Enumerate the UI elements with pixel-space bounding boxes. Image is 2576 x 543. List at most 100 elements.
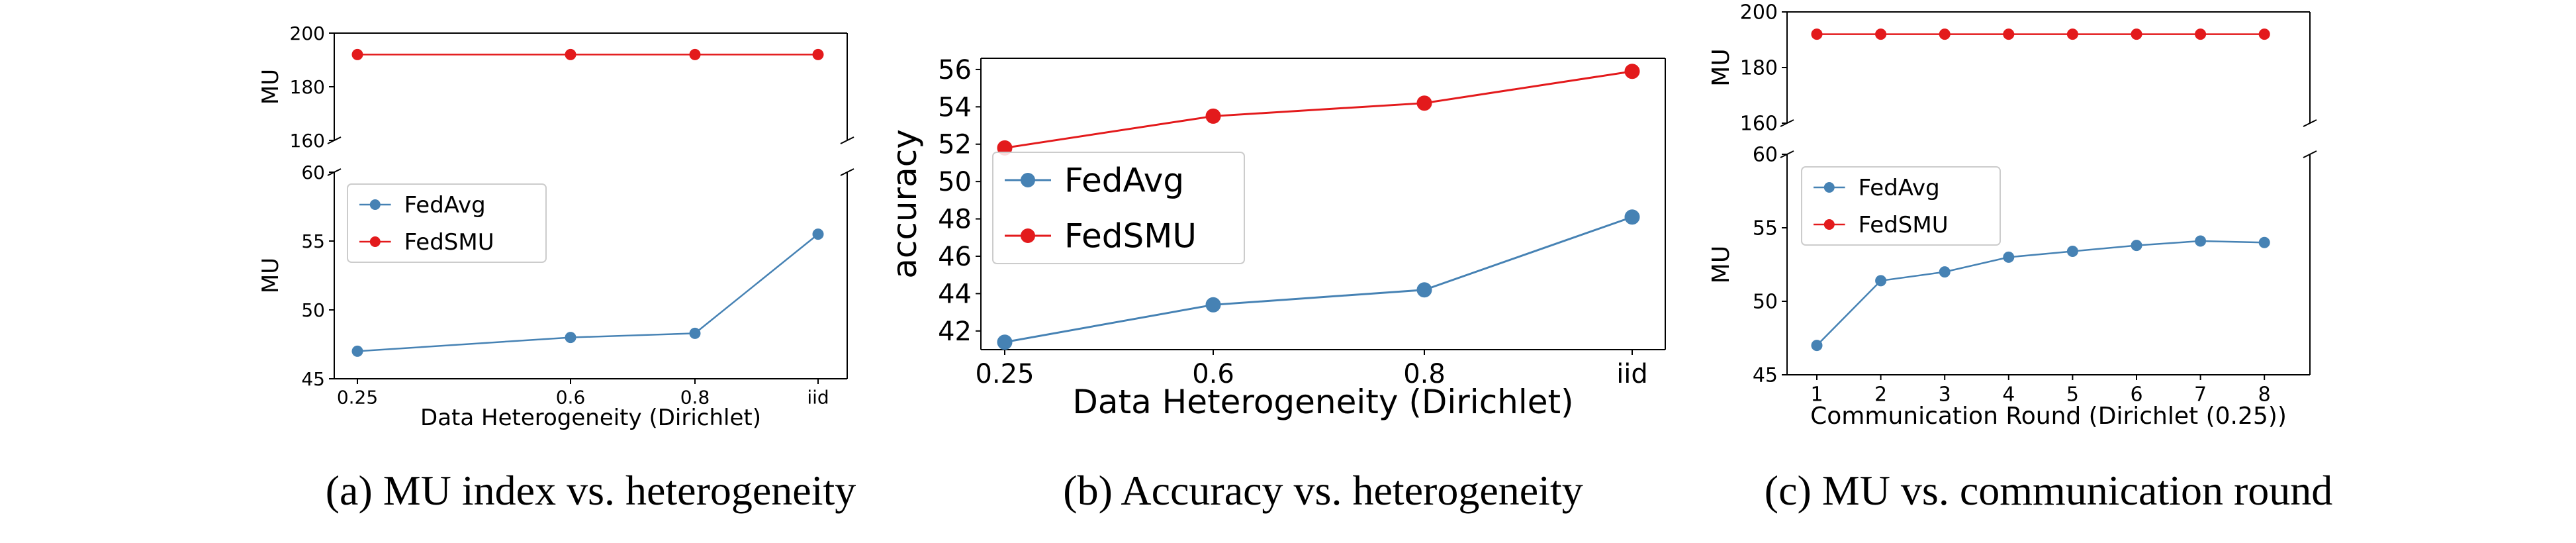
- axis-break-mark: [2303, 150, 2317, 158]
- legend-marker-fedavg: [1021, 173, 1035, 187]
- xtick-label: 6: [2130, 383, 2142, 407]
- xtick-label: 2: [1874, 383, 1887, 407]
- series-fedavg-line: [357, 233, 819, 352]
- series-fedavg-line: [1816, 240, 2265, 346]
- bottom-ytick-label: 55: [301, 230, 325, 252]
- series-fedavg-point: [2066, 246, 2078, 258]
- legend-label-fedavg: FedAvg: [1064, 162, 1184, 200]
- y-ytick-label: 50: [938, 167, 972, 197]
- series-fedsmu-point: [1875, 28, 1887, 40]
- y-axis-label: accuracy: [886, 129, 924, 279]
- legend-box: [992, 152, 1245, 264]
- axis-break-mark: [840, 168, 854, 176]
- series-fedsmu-point: [2066, 28, 2078, 40]
- series-fedsmu-point: [1205, 108, 1221, 124]
- legend-marker-fedsmu: [369, 236, 381, 247]
- series-fedsmu-point: [565, 48, 576, 60]
- y-ytick-label: 48: [938, 205, 972, 235]
- series-fedavg-point: [565, 332, 576, 344]
- xtick-label: 5: [2066, 383, 2079, 407]
- series-fedavg-point: [2195, 235, 2207, 247]
- series-fedsmu-point: [1416, 95, 1432, 111]
- xtick-label: 0.8: [1403, 359, 1446, 389]
- series-fedavg-point: [1624, 209, 1640, 225]
- legend-marker-fedavg: [369, 199, 381, 210]
- series-fedsmu-point: [2195, 28, 2207, 40]
- bottom-ytick-label: 55: [1753, 217, 1778, 240]
- top-ytick-label: 160: [1740, 113, 1778, 136]
- bottom-ytick-label: 50: [1753, 291, 1778, 314]
- y-ytick-label: 46: [938, 242, 972, 272]
- series-fedavg-point: [689, 327, 701, 339]
- series-fedsmu-point: [2131, 28, 2142, 40]
- bottom-ytick-label: 60: [1753, 144, 1778, 167]
- legend-label-fedsmu: FedSMU: [404, 229, 494, 256]
- top-y-axis-label: MU: [257, 69, 284, 105]
- series-fedavg-point: [1811, 340, 1823, 352]
- legend-marker-fedsmu: [1021, 228, 1035, 243]
- bottom-ytick-label: 50: [301, 299, 325, 321]
- legend-marker-fedavg: [1823, 182, 1835, 193]
- figure-caption: (a) MU index vs. heterogeneity: [326, 467, 856, 514]
- top-ytick-label: 200: [1740, 1, 1778, 25]
- xtick-label: 8: [2258, 383, 2271, 407]
- series-fedsmu-point: [351, 48, 363, 60]
- xtick-label: 0.6: [1192, 359, 1234, 389]
- series-fedsmu-point: [1624, 64, 1640, 79]
- top-ytick-label: 160: [290, 130, 325, 152]
- legend-label-fedavg: FedAvg: [404, 192, 486, 219]
- xtick-label: iid: [807, 386, 829, 408]
- legend-label-fedsmu: FedSMU: [1859, 212, 1949, 238]
- series-fedsmu-point: [1811, 28, 1823, 40]
- xtick-label: 0.8: [680, 386, 710, 408]
- series-fedsmu-point: [2003, 28, 2015, 40]
- x-axis-label: Communication Round (Dirichlet (0.25)): [1810, 403, 2287, 430]
- series-fedavg-point: [2003, 251, 2015, 263]
- series-fedavg-point: [2258, 236, 2270, 248]
- series-fedsmu-line: [1004, 70, 1633, 149]
- xtick-label: 7: [2194, 383, 2207, 407]
- bottom-ytick-label: 45: [301, 368, 325, 390]
- xtick-label: 3: [1939, 383, 1951, 407]
- figure-caption: (b) Accuracy vs. heterogeneity: [1063, 467, 1583, 514]
- legend-box: [347, 183, 547, 263]
- series-fedavg-point: [2131, 240, 2142, 252]
- x-axis-label: Data Heterogeneity (Dirichlet): [420, 405, 761, 431]
- legend-label-fedavg: FedAvg: [1859, 175, 1940, 201]
- y-ytick-label: 54: [938, 92, 972, 123]
- xtick-label: 4: [2002, 383, 2015, 407]
- series-fedavg-point: [1939, 266, 1951, 278]
- series-fedavg-point: [1205, 297, 1221, 313]
- legend-box: [1801, 166, 2001, 246]
- y-ytick-label: 52: [938, 130, 972, 160]
- legend-label-fedsmu: FedSMU: [1064, 217, 1197, 256]
- bottom-y-axis-label: MU: [1708, 246, 1735, 283]
- bottom-y-axis-label: MU: [257, 258, 284, 293]
- series-fedsmu-point: [1939, 28, 1951, 40]
- legend-marker-fedsmu: [1823, 219, 1835, 230]
- series-fedavg-point: [812, 228, 824, 240]
- series-fedavg-point: [1416, 282, 1432, 298]
- xtick-label: 1: [1810, 383, 1823, 407]
- y-ytick-label: 44: [938, 279, 972, 309]
- series-fedsmu-point: [812, 48, 824, 60]
- xtick-label: 0.25: [975, 359, 1034, 389]
- bottom-ytick-label: 45: [1753, 364, 1778, 387]
- axis-break-mark: [840, 136, 854, 144]
- series-fedavg-point: [997, 334, 1013, 350]
- top-y-axis-label: MU: [1708, 48, 1735, 86]
- top-ytick-label: 180: [290, 76, 325, 98]
- y-ytick-label: 42: [938, 317, 972, 347]
- chart-b: 42 44 46 48 50 52 54 56 accuracy 0.25 0.6 0.8 iid Fed…: [886, 55, 1666, 514]
- figure-caption: (c) MU vs. communication round: [1765, 467, 2333, 514]
- xtick-label: 0.25: [337, 386, 378, 408]
- series-fedsmu-point: [689, 48, 701, 60]
- top-ytick-label: 180: [1740, 57, 1778, 80]
- series-fedavg-point: [1875, 275, 1887, 287]
- xtick-label: iid: [1616, 359, 1648, 389]
- axis-break-mark: [2303, 119, 2317, 127]
- series-fedavg-point: [351, 345, 363, 357]
- chart-a: 160 180 200 45 50 55 60 MU MU 0.25 0.6 0.8 iid FedAvg…: [257, 23, 856, 514]
